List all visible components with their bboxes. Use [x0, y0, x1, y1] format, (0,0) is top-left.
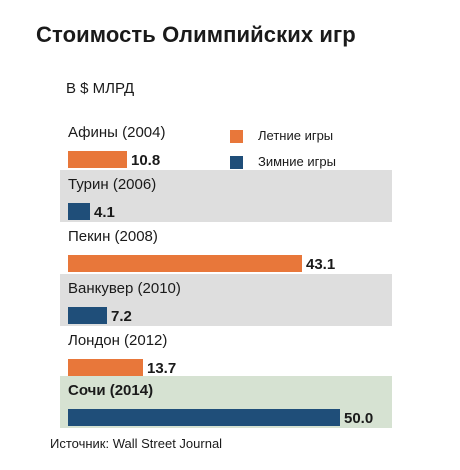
bar — [68, 203, 90, 220]
bar — [68, 151, 127, 168]
category-label: Афины (2004) — [68, 124, 166, 141]
legend-swatch-winter — [230, 156, 243, 169]
chart-title: Стоимость Олимпийских игр — [36, 22, 356, 47]
data-label: 10.8 — [131, 152, 161, 169]
legend-label-winter: Зимние игры — [258, 154, 336, 169]
chart-row: Ванкувер (2010) 7.2 — [60, 274, 392, 326]
unit-label: В $ МЛРД — [66, 80, 135, 97]
category-label: Ванкувер (2010) — [68, 280, 181, 297]
data-label: 4.1 — [94, 204, 115, 221]
bar-chart: Афины (2004) 10.8 Турин (2006) 4.1 Пекин (20… — [60, 118, 392, 428]
bar — [68, 307, 107, 324]
source-note: Источник: Wall Street Journal — [50, 436, 223, 451]
category-label: Пекин (2008) — [68, 228, 158, 245]
chart-row: Лондон (2012) 13.7 — [60, 326, 392, 378]
chart-row: Пекин (2008) 43.1 — [60, 222, 392, 274]
legend-swatch-summer — [230, 130, 243, 143]
legend: Летние игры Зимние игры — [230, 126, 390, 180]
category-label: Лондон (2012) — [68, 332, 168, 349]
category-label: Турин (2006) — [68, 176, 157, 193]
bar — [68, 409, 340, 426]
bar — [68, 255, 302, 272]
chart-row: Турин (2006) 4.1 — [60, 170, 392, 222]
legend-label-summer: Летние игры — [258, 128, 334, 143]
chart-row: Афины (2004) 10.8 — [60, 118, 392, 170]
chart-row: Сочи (2014) 50.0 — [60, 376, 392, 428]
bar — [68, 359, 143, 376]
data-label: 43.1 — [306, 256, 336, 273]
category-label: Сочи (2014) — [68, 382, 154, 399]
data-label: 50.0 — [344, 410, 374, 427]
data-label: 7.2 — [111, 308, 132, 325]
data-label: 13.7 — [147, 360, 177, 377]
